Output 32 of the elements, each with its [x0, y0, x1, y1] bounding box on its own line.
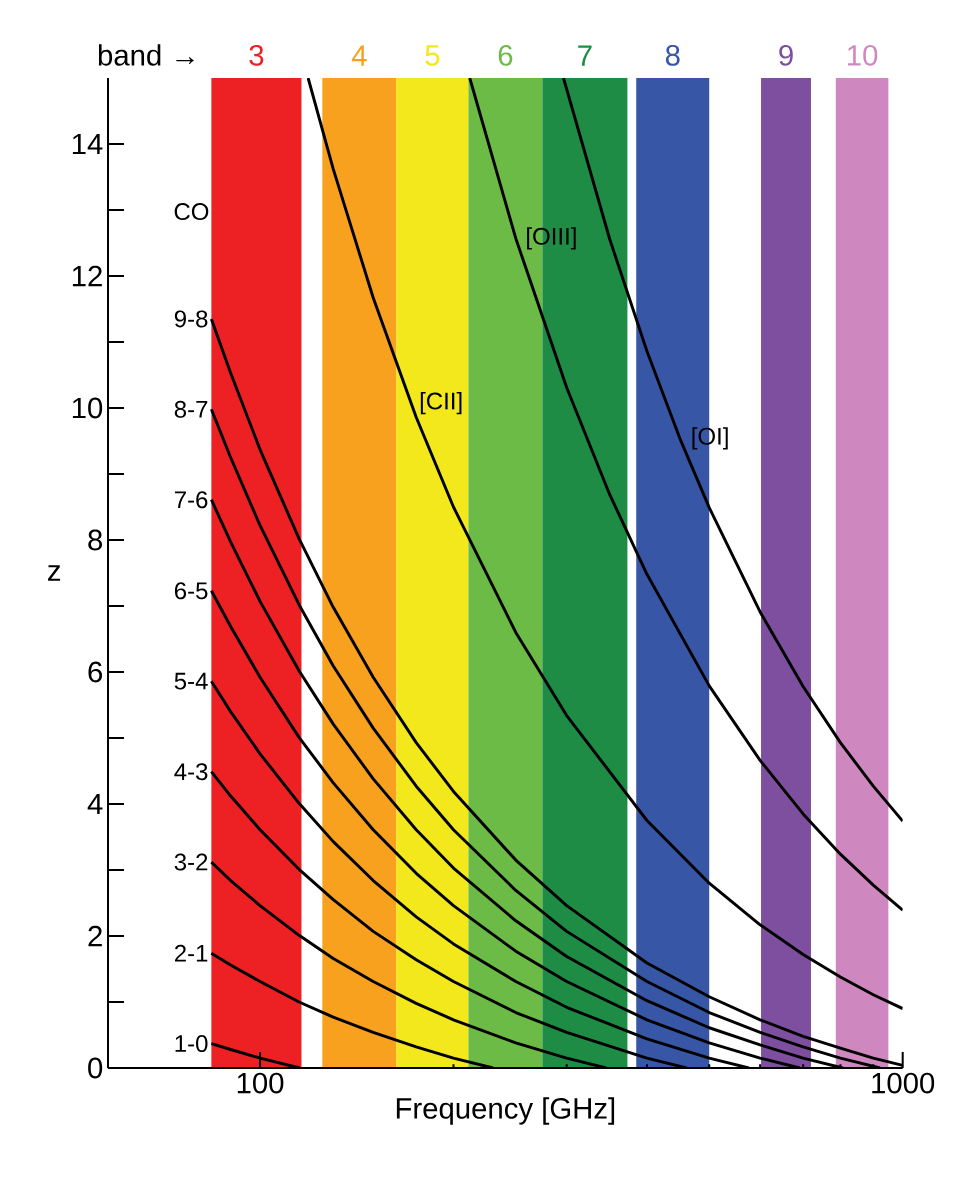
annotation: CO — [174, 203, 209, 221]
band-label: 4 — [351, 45, 367, 66]
band-label: 5 — [425, 45, 440, 66]
y-tick-label: 2 — [88, 925, 102, 947]
y-tick-label: 10 — [72, 397, 103, 419]
band-label: 8 — [665, 44, 680, 66]
band-label: 9 — [779, 44, 793, 66]
x-axis-title: Frequency [GHz] — [396, 1097, 615, 1125]
y-tick-label: 0 — [88, 1057, 103, 1079]
series-label: 4-3 — [174, 763, 208, 781]
y-tick-label: 14 — [72, 133, 103, 155]
y-tick-label: 6 — [88, 661, 103, 683]
series-label: 1-0 — [175, 1035, 208, 1053]
series-label: [CII] — [420, 391, 462, 415]
band-label: 10 — [848, 44, 878, 66]
series-label: 2-1 — [174, 944, 208, 962]
legend-label: 8-7 — [174, 400, 208, 418]
band-label: 6 — [498, 44, 513, 66]
y-tick-label: 8 — [88, 529, 103, 551]
y-axis-title: z — [48, 565, 61, 581]
x-tick-label: 1000 — [872, 1072, 935, 1094]
x-tick-label: 100 — [237, 1072, 284, 1094]
y-tick-label: 4 — [87, 793, 103, 815]
band-label: 7 — [578, 45, 592, 66]
series-label: 9-8 — [174, 310, 208, 328]
series-label: 7-6 — [174, 491, 208, 509]
y-tick-label: 12 — [72, 265, 102, 287]
band-label: 3 — [249, 44, 264, 66]
legend-label: 5-4 — [174, 672, 208, 690]
legend-label: 6-5 — [174, 582, 208, 600]
legend-label: 3-2 — [174, 853, 208, 871]
text: band → — [98, 44, 194, 66]
